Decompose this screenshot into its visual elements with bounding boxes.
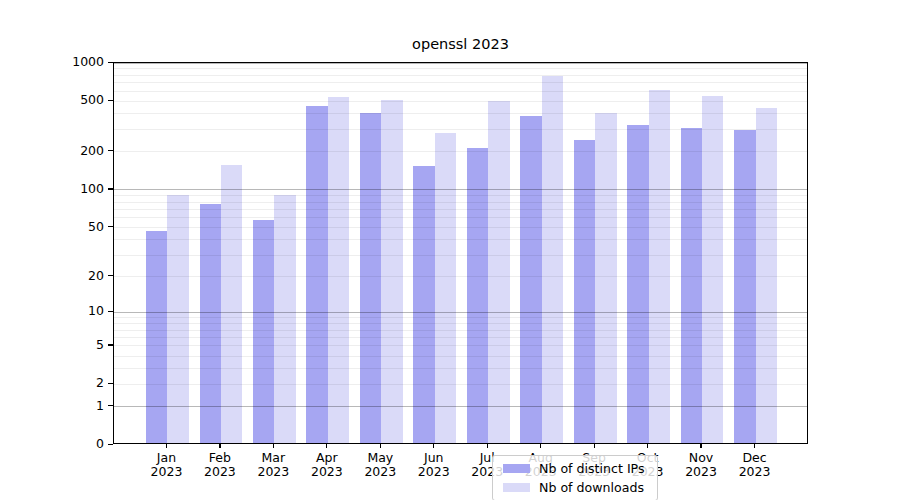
bar-may-distinct-ips: [360, 113, 381, 443]
bar-jul-downloads: [488, 101, 509, 443]
legend: Nb of distinct IPs Nb of downloads: [492, 455, 658, 500]
legend-label-downloads: Nb of downloads: [539, 480, 644, 495]
bar-sep-downloads: [595, 113, 616, 443]
y-tick-mark-5: [108, 344, 113, 345]
bar-apr-downloads: [328, 97, 349, 443]
x-tick-mark-dec: [754, 444, 755, 448]
x-tick-mark-jul: [487, 444, 488, 448]
x-tick-mark-mar: [273, 444, 274, 448]
bar-sep-distinct-ips: [574, 140, 595, 443]
y-tick-label-200: 200: [0, 144, 104, 158]
y-tick-label-2: 2: [0, 376, 104, 390]
y-tick-mark-1000: [108, 62, 113, 63]
bars-layer: [114, 63, 807, 443]
bar-jan-downloads: [167, 195, 188, 443]
bar-nov-downloads: [702, 96, 723, 443]
bar-feb-distinct-ips: [200, 204, 221, 443]
bar-jan-distinct-ips: [146, 231, 167, 443]
bar-oct-distinct-ips: [627, 125, 648, 443]
bar-may-downloads: [381, 100, 402, 443]
plot-area: Nb of distinct IPs Nb of downloads: [113, 62, 808, 444]
y-tick-label-5: 5: [0, 338, 104, 352]
bar-aug-downloads: [542, 76, 563, 443]
bar-jun-distinct-ips: [413, 166, 434, 443]
chart-title: openssl 2023: [113, 36, 808, 52]
bar-mar-downloads: [274, 195, 295, 443]
x-tick-mark-jun: [433, 444, 434, 448]
y-tick-mark-1: [108, 405, 113, 406]
y-tick-label-100: 100: [0, 182, 104, 196]
y-tick-mark-0: [108, 444, 113, 445]
y-tick-label-0: 0: [0, 437, 104, 451]
bar-jun-downloads: [435, 133, 456, 443]
y-tick-label-50: 50: [0, 220, 104, 234]
bar-jul-distinct-ips: [467, 148, 488, 443]
x-tick-mark-sep: [594, 444, 595, 448]
y-tick-mark-10: [108, 311, 113, 312]
y-tick-label-20: 20: [0, 269, 104, 283]
bar-mar-distinct-ips: [253, 220, 274, 443]
legend-row-downloads: Nb of downloads: [501, 480, 649, 495]
y-tick-mark-2: [108, 383, 113, 384]
legend-swatch-distinct-ips: [503, 464, 530, 473]
chart-figure: openssl 2023 Nb of distinct IPs Nb of do…: [0, 0, 900, 500]
bar-feb-downloads: [221, 165, 242, 443]
y-tick-mark-100: [108, 188, 113, 189]
x-tick-mark-feb: [219, 444, 220, 448]
bar-aug-distinct-ips: [520, 116, 541, 443]
y-tick-mark-200: [108, 150, 113, 151]
x-tick-mark-aug: [540, 444, 541, 448]
bar-apr-distinct-ips: [306, 106, 327, 443]
x-tick-mark-oct: [647, 444, 648, 448]
y-tick-mark-50: [108, 226, 113, 227]
bar-nov-distinct-ips: [681, 128, 702, 443]
x-tick-mark-apr: [326, 444, 327, 448]
bar-dec-downloads: [756, 108, 777, 443]
x-tick-mark-jan: [166, 444, 167, 448]
legend-row-distinct-ips: Nb of distinct IPs: [501, 461, 649, 476]
y-tick-label-10: 10: [0, 304, 104, 318]
y-tick-label-1: 1: [0, 399, 104, 413]
x-tick-mark-may: [380, 444, 381, 448]
y-tick-mark-20: [108, 275, 113, 276]
y-tick-label-500: 500: [0, 93, 104, 107]
x-tick-mark-nov: [700, 444, 701, 448]
y-tick-label-1000: 1000: [0, 55, 104, 69]
y-tick-mark-500: [108, 100, 113, 101]
x-tick-label-dec: Dec2023: [723, 451, 787, 478]
legend-label-distinct-ips: Nb of distinct IPs: [539, 461, 645, 476]
bar-oct-downloads: [649, 90, 670, 443]
bar-dec-distinct-ips: [734, 130, 755, 443]
legend-swatch-downloads: [503, 483, 530, 492]
